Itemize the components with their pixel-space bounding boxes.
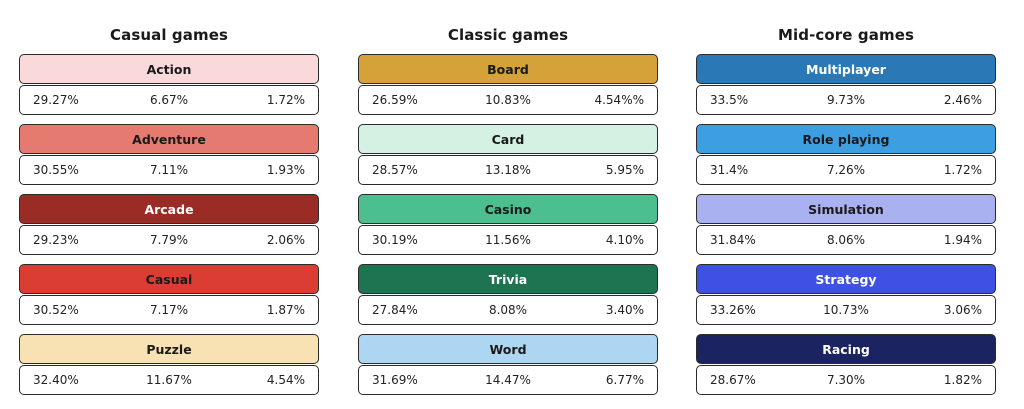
genre-block: Strategy 33.26% 10.73% 3.06% — [696, 264, 996, 325]
genre-header: Multiplayer — [696, 54, 996, 84]
column-title: Mid-core games — [777, 26, 914, 44]
genre-header: Puzzle — [19, 334, 319, 364]
value-cell: 13.18% — [485, 163, 531, 177]
value-cell: 6.77% — [605, 373, 644, 387]
column-mid-core-games: Mid-core games Multiplayer 33.5% 9.73% 2.46… — [696, 24, 996, 404]
value-cell: 14.47% — [485, 373, 531, 387]
value-cell: 4.10% — [605, 233, 644, 247]
genre-values-row: 31.69% 14.47% 6.77% — [358, 365, 658, 395]
value-cell: 9.73% — [826, 93, 866, 107]
genre-values-row: 28.57% 13.18% 5.95% — [358, 155, 658, 185]
genre-block: Role playing 31.4% 7.26% 1.72% — [696, 124, 996, 185]
genre-block: Arcade 29.23% 7.79% 2.06% — [19, 194, 319, 255]
value-cell: 32.40% — [33, 373, 79, 387]
genre-block: Multiplayer 33.5% 9.73% 2.46% — [696, 54, 996, 115]
genre-block: Card 28.57% 13.18% 5.95% — [358, 124, 658, 185]
genre-values-row: 30.52% 7.17% 1.87% — [19, 295, 319, 325]
genre-values-row: 28.67% 7.30% 1.82% — [696, 365, 996, 395]
column-classic-games: Classic games Board 26.59% 10.83% 4.54%% Car… — [358, 24, 658, 404]
genre-values-row: 26.59% 10.83% 4.54%% — [358, 85, 658, 115]
value-cell: 7.17% — [149, 303, 189, 317]
genre-header: Arcade — [19, 194, 319, 224]
value-cell: 8.08% — [488, 303, 528, 317]
value-cell: 10.73% — [823, 303, 869, 317]
genre-header: Card — [358, 124, 658, 154]
genre-block: Casino 30.19% 11.56% 4.10% — [358, 194, 658, 255]
genre-values-row: 27.84% 8.08% 3.40% — [358, 295, 658, 325]
value-cell: 1.82% — [943, 373, 982, 387]
value-cell: 4.54%% — [594, 93, 644, 107]
value-cell: 33.5% — [710, 93, 749, 107]
genre-header: Strategy — [696, 264, 996, 294]
genre-header: Racing — [696, 334, 996, 364]
value-cell: 31.4% — [710, 163, 749, 177]
genre-block: Board 26.59% 10.83% 4.54%% — [358, 54, 658, 115]
value-cell: 2.06% — [266, 233, 305, 247]
value-cell: 7.11% — [149, 163, 189, 177]
value-cell: 1.87% — [266, 303, 305, 317]
value-cell: 8.06% — [826, 233, 866, 247]
genre-header: Word — [358, 334, 658, 364]
value-cell: 3.40% — [605, 303, 644, 317]
genre-values-row: 31.84% 8.06% 1.94% — [696, 225, 996, 255]
genre-block: Puzzle 32.40% 11.67% 4.54% — [19, 334, 319, 395]
genre-block: Adventure 30.55% 7.11% 1.93% — [19, 124, 319, 185]
value-cell: 7.26% — [826, 163, 866, 177]
genre-block: Action 29.27% 6.67% 1.72% — [19, 54, 319, 115]
genre-values-row: 29.27% 6.67% 1.72% — [19, 85, 319, 115]
column-title: Classic games — [447, 26, 569, 44]
value-cell: 31.84% — [710, 233, 756, 247]
genre-values-row: 33.26% 10.73% 3.06% — [696, 295, 996, 325]
genre-values-row: 33.5% 9.73% 2.46% — [696, 85, 996, 115]
value-cell: 29.27% — [33, 93, 79, 107]
value-cell: 26.59% — [372, 93, 418, 107]
value-cell: 1.94% — [943, 233, 982, 247]
value-cell: 1.72% — [266, 93, 305, 107]
value-cell: 28.57% — [372, 163, 418, 177]
value-cell: 30.52% — [33, 303, 79, 317]
genre-block: Casual 30.52% 7.17% 1.87% — [19, 264, 319, 325]
value-cell: 29.23% — [33, 233, 79, 247]
value-cell: 6.67% — [149, 93, 189, 107]
genre-header: Action — [19, 54, 319, 84]
genre-header: Role playing — [696, 124, 996, 154]
value-cell: 11.67% — [146, 373, 192, 387]
value-cell: 30.55% — [33, 163, 79, 177]
genre-values-row: 30.19% 11.56% 4.10% — [358, 225, 658, 255]
value-cell: 33.26% — [710, 303, 756, 317]
genre-header: Casual — [19, 264, 319, 294]
value-cell: 7.79% — [149, 233, 189, 247]
value-cell: 27.84% — [372, 303, 418, 317]
genre-values-row: 32.40% 11.67% 4.54% — [19, 365, 319, 395]
genre-block: Word 31.69% 14.47% 6.77% — [358, 334, 658, 395]
value-cell: 31.69% — [372, 373, 418, 387]
value-cell: 1.93% — [266, 163, 305, 177]
value-cell: 1.72% — [943, 163, 982, 177]
value-cell: 3.06% — [943, 303, 982, 317]
column-title: Casual games — [109, 26, 228, 44]
genre-values-row: 31.4% 7.26% 1.72% — [696, 155, 996, 185]
genre-header: Simulation — [696, 194, 996, 224]
genre-header: Board — [358, 54, 658, 84]
column-casual-games: Casual games Action 29.27% 6.67% 1.72% Adven… — [19, 24, 319, 404]
value-cell: 5.95% — [605, 163, 644, 177]
genre-block: Racing 28.67% 7.30% 1.82% — [696, 334, 996, 395]
genre-values-row: 30.55% 7.11% 1.93% — [19, 155, 319, 185]
genre-values-row: 29.23% 7.79% 2.06% — [19, 225, 319, 255]
genre-header: Trivia — [358, 264, 658, 294]
value-cell: 10.83% — [485, 93, 531, 107]
value-cell: 28.67% — [710, 373, 756, 387]
value-cell: 7.30% — [826, 373, 866, 387]
value-cell: 2.46% — [943, 93, 982, 107]
value-cell: 30.19% — [372, 233, 418, 247]
genre-block: Simulation 31.84% 8.06% 1.94% — [696, 194, 996, 255]
value-cell: 11.56% — [485, 233, 531, 247]
genre-header: Adventure — [19, 124, 319, 154]
genre-block: Trivia 27.84% 8.08% 3.40% — [358, 264, 658, 325]
genre-header: Casino — [358, 194, 658, 224]
value-cell: 4.54% — [266, 373, 305, 387]
